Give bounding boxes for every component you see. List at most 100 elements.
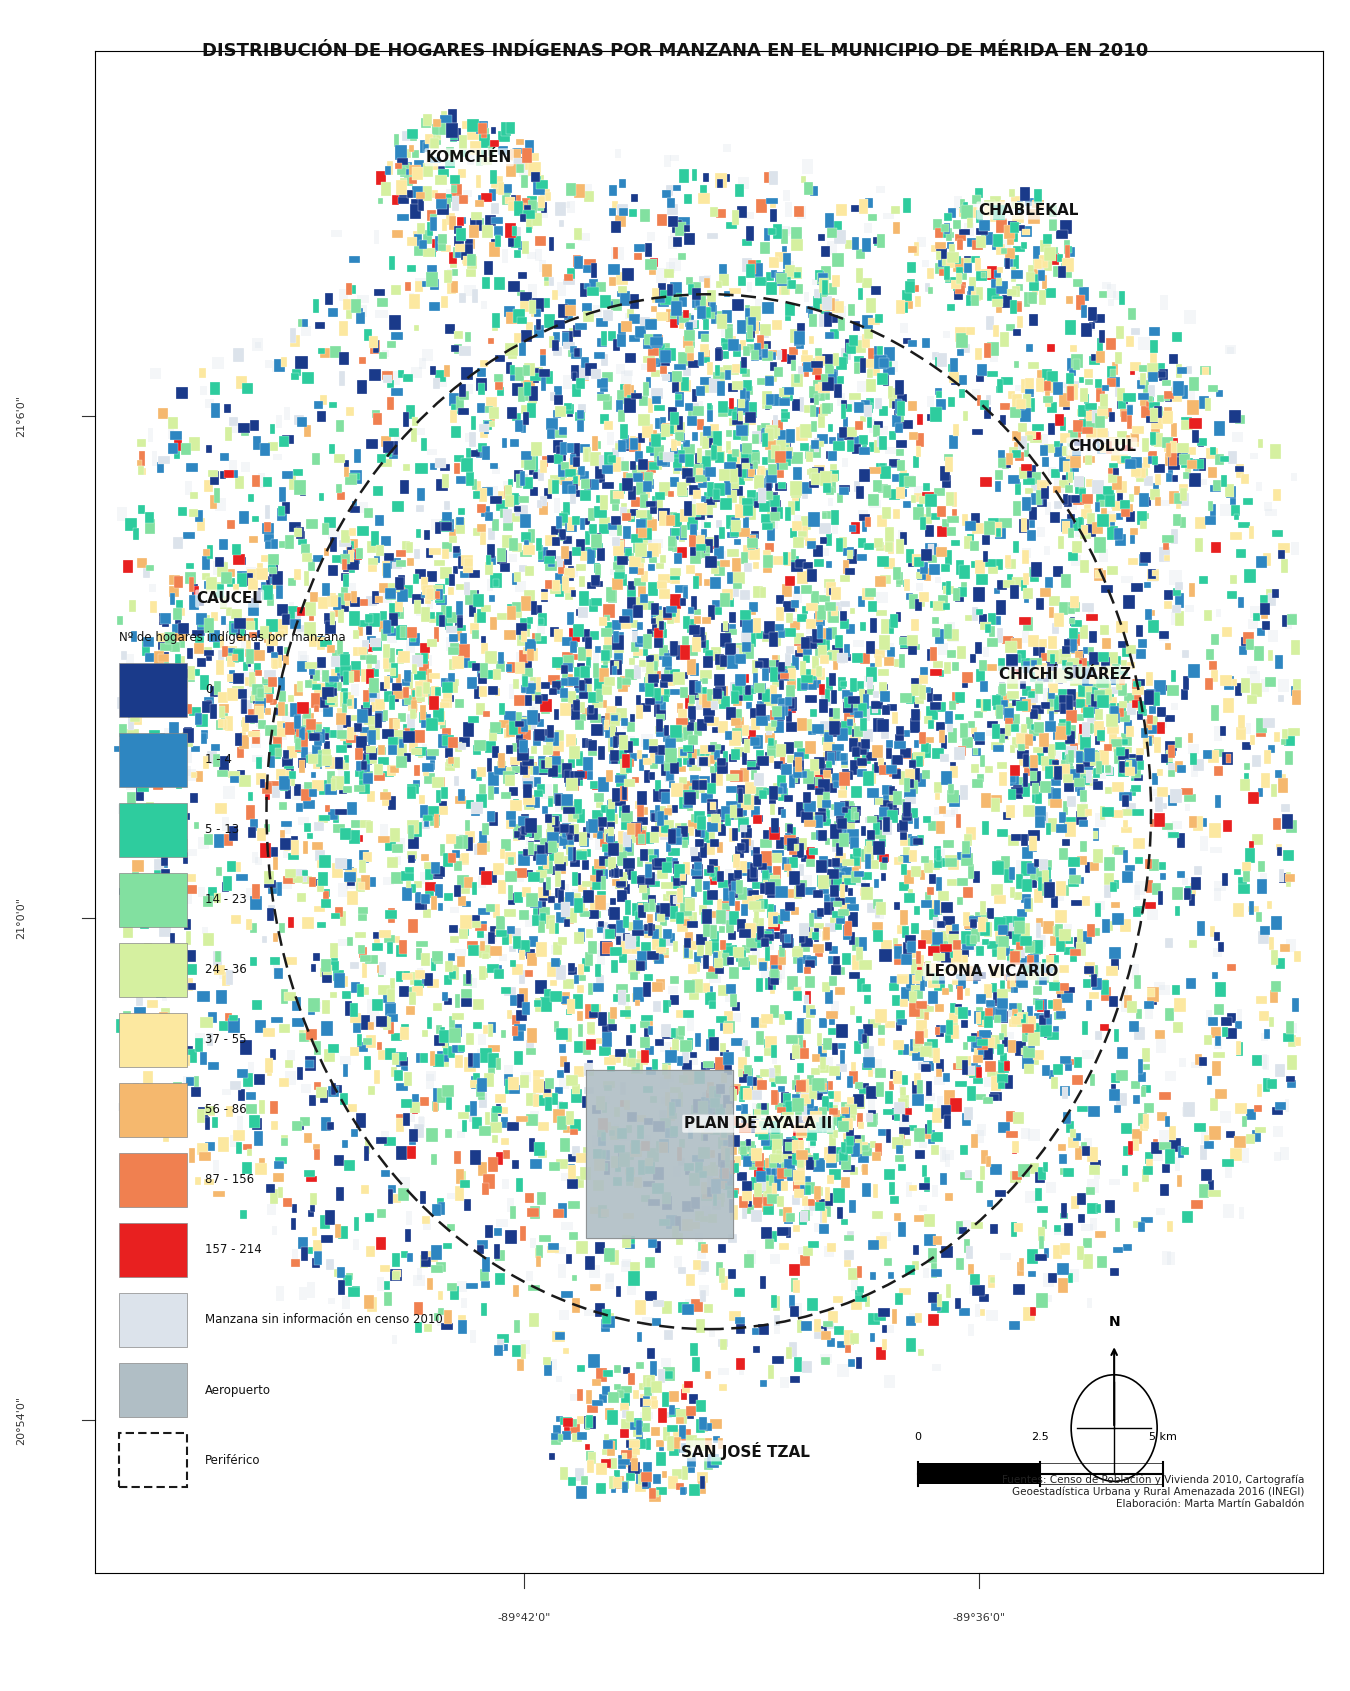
- Bar: [697, 700, 705, 710]
- Bar: [671, 805, 678, 813]
- Bar: [572, 624, 585, 638]
- Bar: [479, 922, 487, 930]
- Bar: [505, 485, 510, 495]
- Bar: [672, 1468, 682, 1478]
- Bar: [760, 501, 765, 509]
- Bar: [740, 590, 749, 600]
- Bar: [629, 947, 640, 954]
- Bar: [612, 516, 621, 524]
- Bar: [1077, 685, 1085, 697]
- Bar: [408, 820, 418, 834]
- Bar: [703, 350, 710, 358]
- Bar: [919, 1184, 930, 1190]
- Bar: [695, 1033, 701, 1047]
- Bar: [698, 1101, 709, 1114]
- Bar: [710, 1123, 720, 1135]
- Bar: [923, 514, 932, 524]
- Bar: [597, 548, 605, 561]
- Bar: [914, 906, 919, 915]
- Bar: [1068, 472, 1073, 484]
- Bar: [765, 468, 774, 484]
- Bar: [1142, 1168, 1149, 1182]
- Bar: [439, 802, 447, 813]
- Bar: [535, 979, 547, 994]
- Bar: [670, 512, 678, 526]
- Bar: [836, 815, 845, 824]
- Bar: [693, 539, 702, 548]
- Bar: [578, 663, 586, 673]
- Bar: [387, 796, 396, 810]
- Bar: [423, 247, 435, 257]
- Bar: [941, 771, 952, 785]
- Bar: [653, 954, 664, 964]
- Bar: [917, 1006, 923, 1020]
- Bar: [277, 769, 286, 780]
- Bar: [1243, 869, 1250, 881]
- Bar: [853, 335, 863, 348]
- Bar: [786, 1228, 791, 1238]
- Bar: [555, 585, 564, 597]
- Bar: [914, 1128, 925, 1141]
- Bar: [667, 284, 674, 296]
- Bar: [788, 227, 798, 233]
- Bar: [444, 893, 452, 901]
- Bar: [351, 470, 362, 484]
- Bar: [517, 994, 524, 1008]
- Bar: [552, 347, 562, 355]
- Bar: [765, 977, 776, 989]
- Bar: [1040, 1025, 1052, 1037]
- Bar: [830, 879, 837, 895]
- Bar: [425, 590, 431, 604]
- Bar: [670, 1441, 679, 1456]
- Bar: [620, 950, 628, 962]
- Bar: [875, 815, 887, 822]
- Bar: [721, 1277, 728, 1290]
- Bar: [417, 223, 425, 235]
- Bar: [815, 468, 825, 479]
- Bar: [1037, 370, 1044, 382]
- Bar: [757, 1081, 767, 1091]
- Bar: [994, 697, 1003, 710]
- Bar: [946, 790, 958, 803]
- Bar: [1004, 719, 1014, 724]
- Bar: [659, 788, 670, 800]
- Bar: [695, 685, 702, 698]
- Bar: [826, 533, 832, 546]
- Bar: [1126, 414, 1133, 428]
- Bar: [539, 1150, 547, 1158]
- Bar: [662, 1471, 667, 1478]
- Bar: [755, 1125, 765, 1138]
- Bar: [952, 692, 960, 703]
- Bar: [464, 1057, 477, 1072]
- Bar: [857, 977, 865, 993]
- Bar: [425, 891, 435, 898]
- Bar: [784, 507, 791, 521]
- Bar: [775, 1175, 783, 1189]
- Bar: [834, 852, 846, 862]
- Bar: [829, 747, 836, 758]
- Bar: [1169, 1126, 1176, 1140]
- Bar: [895, 1155, 905, 1162]
- Bar: [248, 578, 258, 590]
- Bar: [321, 1021, 333, 1035]
- Bar: [1076, 428, 1081, 440]
- Bar: [421, 815, 429, 822]
- Bar: [298, 651, 306, 663]
- Bar: [414, 653, 423, 665]
- Bar: [694, 1437, 705, 1446]
- Bar: [447, 834, 456, 844]
- Bar: [1262, 1079, 1270, 1092]
- Bar: [580, 1476, 587, 1485]
- Bar: [769, 495, 780, 507]
- Bar: [448, 659, 455, 670]
- Bar: [1040, 588, 1052, 597]
- Bar: [963, 272, 968, 281]
- Bar: [830, 888, 838, 898]
- Bar: [659, 621, 664, 631]
- Bar: [790, 827, 796, 837]
- Bar: [1003, 974, 1012, 981]
- Bar: [1011, 196, 1021, 210]
- Bar: [772, 1184, 776, 1194]
- Bar: [759, 1130, 769, 1140]
- Bar: [834, 1091, 841, 1103]
